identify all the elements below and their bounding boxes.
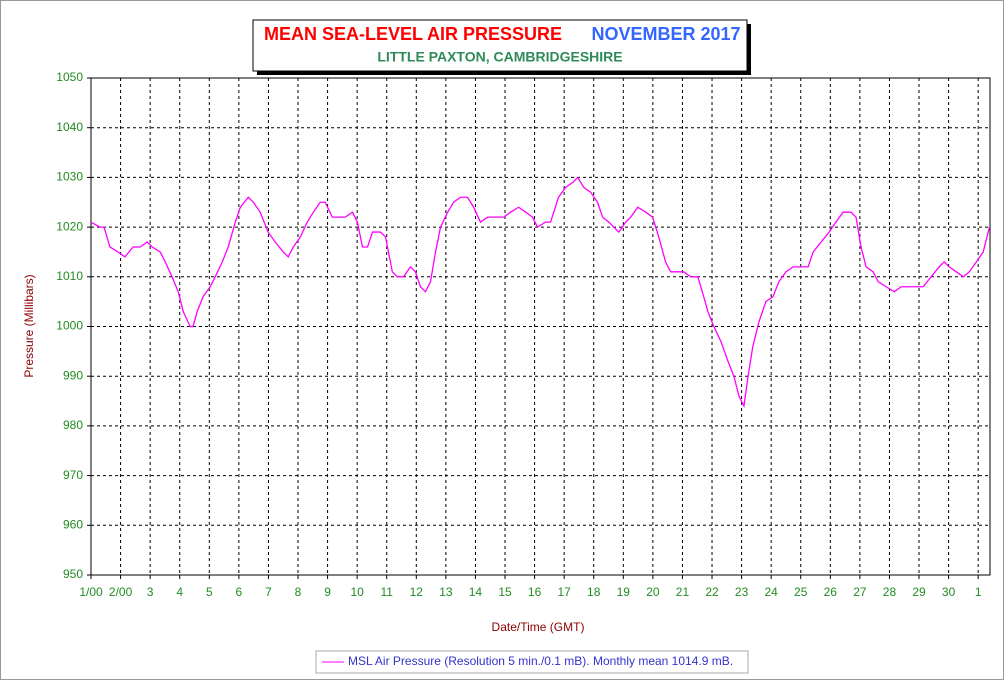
x-tick-label: 25 xyxy=(794,585,808,599)
plot-border xyxy=(90,77,991,576)
plot-area xyxy=(91,78,990,575)
x-tick-label: 3 xyxy=(147,585,154,599)
x-tick-label: 2/00 xyxy=(109,585,133,599)
title-box xyxy=(252,19,748,72)
y-tick-label: 1050 xyxy=(56,70,83,84)
pressure-line xyxy=(90,176,991,409)
y-tick-label: 1040 xyxy=(56,120,83,134)
x-tick-label: 21 xyxy=(676,585,690,599)
y-tick-label: 970 xyxy=(63,468,83,482)
x-tick-label: 1 xyxy=(975,585,982,599)
chart-title-month: NOVEMBER 2017 xyxy=(591,24,740,44)
x-tick-label: 17 xyxy=(557,585,571,599)
x-tick-label: 23 xyxy=(735,585,749,599)
y-axis-label: Pressure (Millibars) xyxy=(22,274,36,377)
x-tick-label: 19 xyxy=(617,585,631,599)
x-tick-label: 16 xyxy=(528,585,542,599)
y-tick-label: 1030 xyxy=(56,170,83,184)
legend-label: MSL Air Pressure (Resolution 5 min./0.1 … xyxy=(348,654,733,668)
x-axis-label: Date/Time (GMT) xyxy=(492,620,585,634)
y-tick-label: 960 xyxy=(63,517,83,531)
x-tick-label: 1/00 xyxy=(79,585,103,599)
y-tick-label: 990 xyxy=(63,368,83,382)
x-tick-label: 15 xyxy=(498,585,512,599)
x-tick-label: 8 xyxy=(295,585,302,599)
x-tick-label: 7 xyxy=(265,585,272,599)
x-tick-label: 29 xyxy=(912,585,926,599)
x-tick-label: 11 xyxy=(380,585,393,599)
x-tick-label: 27 xyxy=(853,585,867,599)
x-tick-label: 28 xyxy=(883,585,897,599)
y-tick-label: 1020 xyxy=(56,219,83,233)
chart-title: MEAN SEA-LEVEL AIR PRESSURE xyxy=(264,24,562,44)
x-tick-label: 30 xyxy=(942,585,956,599)
y-tick-label: 980 xyxy=(63,418,83,432)
y-tick-label: 950 xyxy=(63,567,83,581)
x-tick-label: 20 xyxy=(646,585,660,599)
x-tick-label: 24 xyxy=(764,585,778,599)
x-tick-label: 26 xyxy=(824,585,838,599)
legend-box xyxy=(315,650,749,674)
x-tick-label: 6 xyxy=(236,585,243,599)
x-tick-label: 14 xyxy=(469,585,483,599)
x-tick-label: 9 xyxy=(324,585,331,599)
x-tick-label: 12 xyxy=(410,585,424,599)
x-tick-label: 22 xyxy=(705,585,719,599)
y-tick-label: 1010 xyxy=(56,269,83,283)
chart-subtitle: LITTLE PAXTON, CAMBRIDGESHIRE xyxy=(377,49,622,65)
x-tick-label: 4 xyxy=(176,585,183,599)
x-tick-label: 13 xyxy=(439,585,453,599)
x-tick-label: 5 xyxy=(206,585,213,599)
y-tick-label: 1000 xyxy=(56,319,83,333)
x-tick-label: 18 xyxy=(587,585,601,599)
x-tick-label: 10 xyxy=(350,585,364,599)
